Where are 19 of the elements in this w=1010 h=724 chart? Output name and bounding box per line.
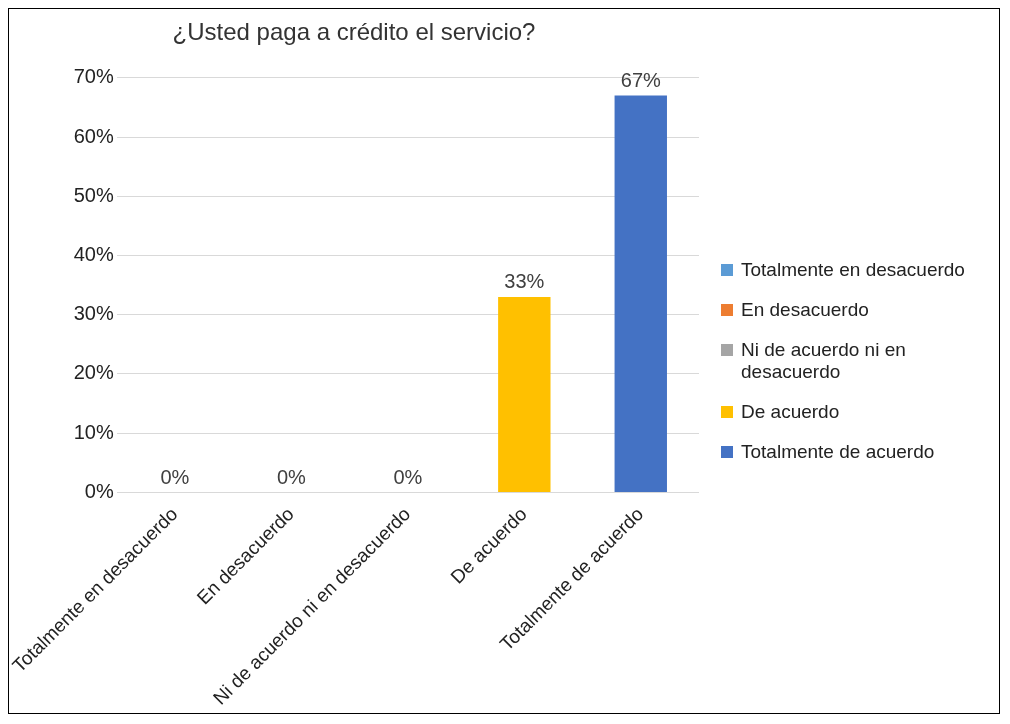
data-label: 67% [620,69,661,92]
y-tick-label: 50% [73,183,114,206]
legend-label: Ni de acuerdo ni en desacuerdo [741,339,907,383]
y-tick-label: 30% [73,302,114,325]
legend-label: De acuerdo [741,401,840,423]
y-tick-label: 0% [84,479,114,502]
legend-label: Totalmente de acuerdo [741,441,935,463]
data-label: 0% [276,465,307,488]
data-label: 33% [504,270,545,293]
y-tick-label: 10% [73,420,114,443]
y-tick-label: 40% [73,243,114,266]
chart-title: ¿Usted paga a crédito el servicio? [172,18,536,46]
legend-label: En desacuerdo [741,299,869,321]
legend-label: Totalmente en desacuerdo [741,259,965,281]
data-label: 0% [160,465,190,488]
data-label: 0% [393,465,423,488]
y-tick-label: 20% [73,361,114,384]
y-tick-label: 70% [73,65,114,88]
y-tick-label: 60% [73,124,114,147]
